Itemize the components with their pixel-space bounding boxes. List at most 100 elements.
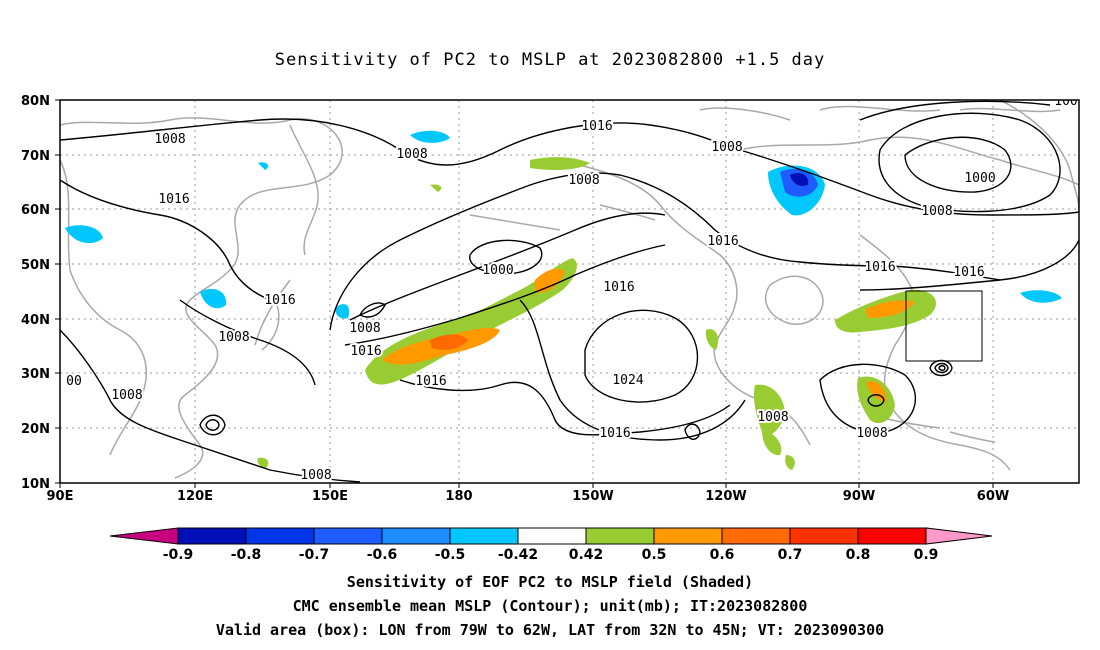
contour-label: 1016 xyxy=(864,260,895,275)
isobar-1016-asia xyxy=(60,179,291,306)
contour-label: 100 xyxy=(1054,94,1077,109)
isobar-1008-asia xyxy=(60,329,361,483)
colorbar-label: 0.7 xyxy=(778,547,803,563)
arctic-islands xyxy=(699,105,1061,121)
isobar-1008-atlantic-south xyxy=(819,363,916,434)
lon-label: 90W xyxy=(843,489,875,504)
colorbar-arrow-high xyxy=(925,527,993,545)
contour-label: 1008 xyxy=(757,410,788,425)
dark-orange-patch xyxy=(430,334,468,350)
green-patch xyxy=(753,384,785,456)
colorbar-label: -0.9 xyxy=(163,547,194,563)
map-title: Sensitivity of PC2 to MSLP at 2023082800… xyxy=(274,50,826,70)
colorbar-label: 0.9 xyxy=(914,547,939,563)
contour-label: 1008 xyxy=(111,388,142,403)
colorbar-bin xyxy=(449,527,519,545)
lon-label: 180 xyxy=(445,489,472,504)
greenland-coastline xyxy=(999,100,1079,211)
isobar-1008-north xyxy=(60,118,1079,216)
orange-patch xyxy=(382,268,565,365)
contour-label: 1016 xyxy=(603,280,634,295)
contour-label: 1024 xyxy=(612,373,643,388)
isobar-1000-atlantic xyxy=(904,136,1012,193)
orange-patch xyxy=(865,300,915,318)
isobar-1016-arc xyxy=(329,172,1001,331)
green-patch xyxy=(430,157,590,192)
deep-blue-patch xyxy=(790,173,809,186)
contour-label: 00 xyxy=(66,374,82,389)
contour-label: 1008 xyxy=(154,132,185,147)
contour-label: 1016 xyxy=(581,119,612,134)
lon-label: 120E xyxy=(177,489,213,504)
lat-label: 50N xyxy=(21,258,50,273)
sensitivity-shading xyxy=(65,130,1062,470)
lat-label: 40N xyxy=(21,313,50,328)
isobar-labels: 1008 1008 1016 1016 1008 1008 1000 1016 … xyxy=(64,94,1079,483)
colorbar-label: 0.8 xyxy=(846,547,871,563)
isobar-1016-atlantic xyxy=(859,100,1079,291)
colorbar-label: -0.7 xyxy=(299,547,330,563)
contour-label: 1008 xyxy=(711,140,742,155)
contour-label: 1016 xyxy=(264,293,295,308)
contour-label: 1016 xyxy=(953,265,984,280)
colorbar: -0.9 -0.8 -0.7 -0.6 -0.5 -0.42 0.42 0.5 0.6 0.7 0.… xyxy=(109,527,993,563)
japan-coastline xyxy=(254,279,291,351)
contour-label: 1016 xyxy=(707,234,738,249)
colorbar-label: -0.5 xyxy=(435,547,466,563)
valid-area-box xyxy=(905,290,983,362)
lat-label: 30N xyxy=(21,367,50,382)
colorbar-bin xyxy=(857,527,927,545)
contour-label: 1016 xyxy=(158,192,189,207)
lat-label: 80N xyxy=(21,94,50,109)
longitude-labels: 90E 120E 150E 180 150W 120W 90W 60W xyxy=(47,489,1010,504)
isobar-1016-lower xyxy=(344,244,666,346)
contour-label: 1000 xyxy=(482,263,513,278)
isobar-1000-low xyxy=(469,239,543,275)
colorbar-bin xyxy=(721,527,791,545)
contour-label: 1008 xyxy=(921,204,952,219)
footer-line-1: Sensitivity of EOF PC2 to MSLP field (Sh… xyxy=(346,573,754,591)
footer-line-3: Valid area (box): LON from 79W to 62W, L… xyxy=(215,621,885,639)
contour-label: 1016 xyxy=(415,374,446,389)
bering-islands xyxy=(469,204,656,231)
colorbar-label: 0.6 xyxy=(710,547,735,563)
contour-label: 1008 xyxy=(856,426,887,441)
isobar-1008-trough xyxy=(349,212,666,321)
colorbar-label: -0.8 xyxy=(231,547,262,563)
lat-label: 60N xyxy=(21,203,50,218)
colorbar-bin xyxy=(653,527,723,545)
contour-label: 1008 xyxy=(568,173,599,188)
colorbar-label: 0.5 xyxy=(642,547,667,563)
kamchatka-coastline xyxy=(289,124,319,256)
lat-label: 10N xyxy=(21,477,50,492)
coastlines xyxy=(60,100,1079,479)
isobar-small-lows xyxy=(199,302,953,440)
axis-ticks xyxy=(55,99,994,488)
colorbar-label: -0.42 xyxy=(498,547,538,563)
footer-line-2: CMC ensemble mean MSLP (Contour); unit(m… xyxy=(292,597,808,615)
colorbar-label: -0.6 xyxy=(367,547,398,563)
colorbar-bin xyxy=(177,527,247,545)
colorbar-bin xyxy=(245,527,315,545)
isobar-contours xyxy=(60,100,1079,483)
lat-label: 70N xyxy=(21,149,50,164)
contour-label: 1016 xyxy=(350,344,381,359)
colorbar-bin xyxy=(381,527,451,545)
lon-label: 150E xyxy=(312,489,348,504)
contour-label: 1008 xyxy=(396,147,427,162)
contour-label: 1000 xyxy=(964,171,995,186)
isobar-1016-south xyxy=(399,379,731,436)
contour-label: 1008 xyxy=(300,468,331,483)
lat-label: 20N xyxy=(21,422,50,437)
lon-label: 60W xyxy=(977,489,1009,504)
lon-label: 120W xyxy=(705,489,746,504)
contour-label: 1008 xyxy=(218,330,249,345)
asia-coastline xyxy=(60,117,343,479)
isobar-1016-pacific xyxy=(519,299,746,441)
colorbar-bin xyxy=(313,527,383,545)
contour-label: 1008 xyxy=(349,321,380,336)
colorbar-bin xyxy=(789,527,859,545)
north-america-coastline xyxy=(739,136,1079,471)
isobar-1008-eastasia xyxy=(179,299,316,386)
